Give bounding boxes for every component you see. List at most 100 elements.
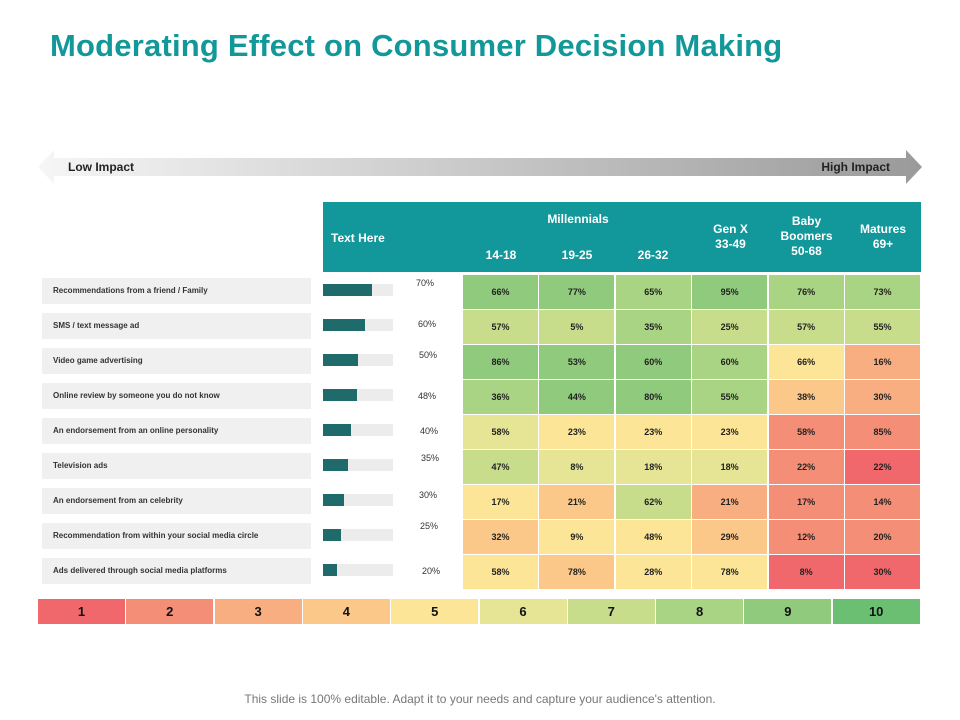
heatmap-cell: 58%	[463, 415, 538, 449]
heatmap-cell: 73%	[845, 275, 920, 309]
heatmap-cell: 53%	[539, 345, 615, 379]
row-label: Television ads	[42, 453, 311, 479]
table-header: Text Here Millennials 14-18 19-25 26-32 …	[323, 202, 921, 272]
heatmap-cell: 62%	[615, 485, 691, 519]
overall-percent-label: 50%	[419, 350, 438, 360]
bar-track	[323, 529, 393, 541]
header-gen-x-name: Gen X	[713, 222, 748, 236]
overall-bar	[323, 319, 365, 331]
heatmap-cell: 76%	[768, 275, 844, 309]
heatmap-cell: 22%	[768, 450, 844, 484]
heatmap-cell: 8%	[539, 450, 615, 484]
heatmap-cell: 77%	[539, 275, 615, 309]
heatmap-cell: 23%	[692, 415, 768, 449]
row-label: SMS / text message ad	[42, 313, 311, 339]
heatmap-cell: 66%	[463, 275, 538, 309]
legend-swatch: 2	[126, 599, 214, 624]
overall-bar	[323, 354, 358, 366]
heatmap-cell: 78%	[539, 555, 615, 589]
heatmap-cell: 86%	[463, 345, 538, 379]
header-matures-ages: 69+	[872, 237, 894, 251]
header-gen-x: Gen X 33-49	[693, 222, 768, 252]
legend-swatch: 7	[567, 599, 655, 624]
row-label: Recommendation from within your social m…	[42, 523, 311, 549]
legend-swatch: 4	[302, 599, 390, 624]
heatmap-cell: 66%	[768, 345, 844, 379]
heatmap-grid: 66% 77% 65% 95% 76% 73% 57% 5% 35% 25% 57% 55% 86% 53…	[463, 275, 921, 590]
header-text-here: Text Here	[331, 231, 385, 245]
bar-track	[323, 494, 393, 506]
legend-swatch: 8	[656, 599, 744, 624]
heatmap-cell: 17%	[768, 485, 844, 519]
row-label: An endorsement from an online personalit…	[42, 418, 311, 444]
header-age-26-32: 26-32	[637, 248, 669, 262]
heatmap-cell: 35%	[615, 310, 691, 344]
heatmap-cell: 21%	[539, 485, 615, 519]
bar-track	[323, 319, 393, 331]
heatmap-cell: 55%	[845, 310, 920, 344]
heatmap-cell: 5%	[539, 310, 615, 344]
heatmap-cell: 22%	[845, 450, 920, 484]
heatmap-cell: 80%	[615, 380, 691, 414]
page-title: Moderating Effect on Consumer Decision M…	[50, 28, 783, 63]
heatmap-cell: 16%	[845, 345, 920, 379]
overall-bar	[323, 529, 341, 541]
bar-track	[323, 459, 393, 471]
heatmap-cell: 21%	[692, 485, 768, 519]
row-label: Recommendations from a friend / Family	[42, 278, 311, 304]
legend-swatch: 5	[391, 599, 479, 624]
overall-percent-label: 60%	[418, 319, 437, 329]
header-gen-x-ages: 33-49	[715, 237, 746, 251]
heatmap-cell: 23%	[539, 415, 615, 449]
bar-track	[323, 284, 393, 296]
overall-percent-label: 70%	[416, 278, 435, 288]
heatmap-cell: 18%	[692, 450, 768, 484]
header-boomers-ages: 50-68	[791, 244, 822, 258]
header-baby-boomers: Baby Boomers 50-68	[768, 214, 845, 259]
footer-note: This slide is 100% editable. Adapt it to…	[244, 692, 716, 706]
heatmap-cell: 32%	[463, 520, 538, 554]
heatmap-cell: 20%	[845, 520, 920, 554]
row-label: Ads delivered through social media platf…	[42, 558, 311, 584]
heatmap-cell: 55%	[692, 380, 768, 414]
header-matures-name: Matures	[859, 222, 906, 236]
heatmap-cell: 38%	[768, 380, 844, 414]
overall-bar	[323, 459, 348, 471]
bar-track	[323, 354, 393, 366]
heatmap-cell: 48%	[615, 520, 691, 554]
heatmap-cell: 60%	[615, 345, 691, 379]
overall-percent-label: 40%	[420, 426, 439, 436]
overall-percent-label: 35%	[421, 453, 440, 463]
legend-swatch: 1	[38, 599, 125, 624]
overall-percent-label: 20%	[422, 566, 441, 576]
header-age-19-25: 19-25	[561, 248, 593, 262]
heatmap-cell: 58%	[768, 415, 844, 449]
overall-bar	[323, 564, 337, 576]
color-scale-legend: 1 2 3 4 5 6 7 8 9 10	[38, 599, 921, 624]
row-label: Video game advertising	[42, 348, 311, 374]
row-label: An endorsement from an celebrity	[42, 488, 311, 514]
header-matures: Matures 69+	[845, 222, 921, 252]
heatmap-cell: 57%	[768, 310, 844, 344]
legend-swatch: 6	[479, 599, 567, 624]
overall-bar	[323, 284, 372, 296]
legend-swatch: 3	[214, 599, 302, 624]
heatmap-cell: 65%	[615, 275, 691, 309]
overall-percent-label: 30%	[419, 490, 438, 500]
bar-track	[323, 564, 393, 576]
heatmap-cell: 8%	[768, 555, 844, 589]
high-impact-label: High Impact	[821, 160, 890, 174]
heatmap-cell: 23%	[615, 415, 691, 449]
bar-track	[323, 424, 393, 436]
heatmap-cell: 30%	[845, 555, 920, 589]
heatmap-cell: 9%	[539, 520, 615, 554]
heatmap-cell: 29%	[692, 520, 768, 554]
heatmap-cell: 44%	[539, 380, 615, 414]
heatmap-cell: 30%	[845, 380, 920, 414]
heatmap-cell: 57%	[463, 310, 538, 344]
heatmap-cell: 58%	[463, 555, 538, 589]
heatmap-cell: 12%	[768, 520, 844, 554]
overall-bar	[323, 389, 357, 401]
bar-track	[323, 389, 393, 401]
heatmap-cell: 36%	[463, 380, 538, 414]
